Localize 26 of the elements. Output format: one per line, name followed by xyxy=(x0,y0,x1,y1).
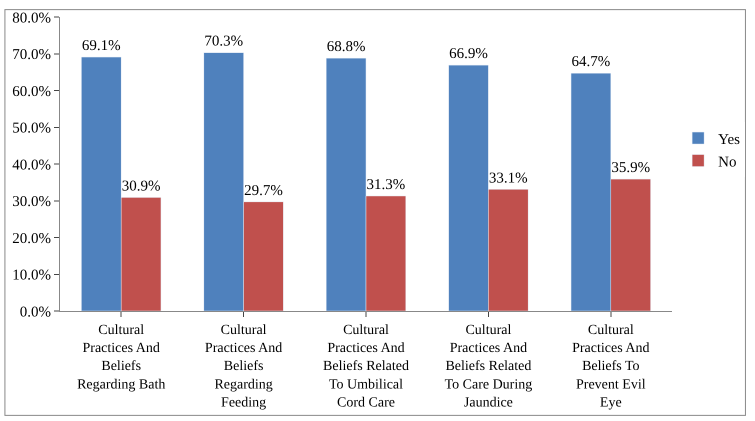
data-label: 30.9% xyxy=(122,178,160,194)
legend-label: No xyxy=(718,154,736,170)
data-label: 70.3% xyxy=(204,34,244,50)
y-tick-label: 0.0% xyxy=(20,304,51,320)
y-tick-label: 40.0% xyxy=(12,157,51,174)
y-tick-label: 60.0% xyxy=(12,84,51,100)
y-tick-label: 30.0% xyxy=(12,194,51,210)
y-tick-label: 50.0% xyxy=(12,120,51,136)
x-tick-label: Cultural Practices And Beliefs Regarding Feeding xyxy=(204,322,282,411)
x-tick-label: Cultural Practices And Beliefs Related To Umbilical Cord Care xyxy=(323,322,409,411)
legend-label: Yes xyxy=(718,132,740,148)
x-tick-label: Cultural Practices And Beliefs Regarding Bath xyxy=(77,322,166,392)
data-label: 68.8% xyxy=(326,39,366,56)
data-label: 31.3% xyxy=(366,176,406,193)
x-tick-label: Cultural Practices And Beliefs To Prevent Evil Eye xyxy=(572,322,650,411)
data-label: 66.9% xyxy=(449,46,488,62)
y-tick-label: 80.0% xyxy=(12,10,51,26)
data-label: 69.1% xyxy=(82,38,121,54)
data-label: 35.9% xyxy=(611,160,650,176)
data-label: 33.1% xyxy=(488,170,528,186)
y-tick-label: 20.0% xyxy=(12,230,51,247)
x-tick-label: Cultural Practices And Beliefs Related To Care During Jaundice xyxy=(444,322,532,411)
data-label: 64.7% xyxy=(572,54,610,70)
y-tick-label: 10.0% xyxy=(12,268,51,284)
y-tick-label: 70.0% xyxy=(12,47,51,63)
data-label: 29.7% xyxy=(244,182,283,199)
